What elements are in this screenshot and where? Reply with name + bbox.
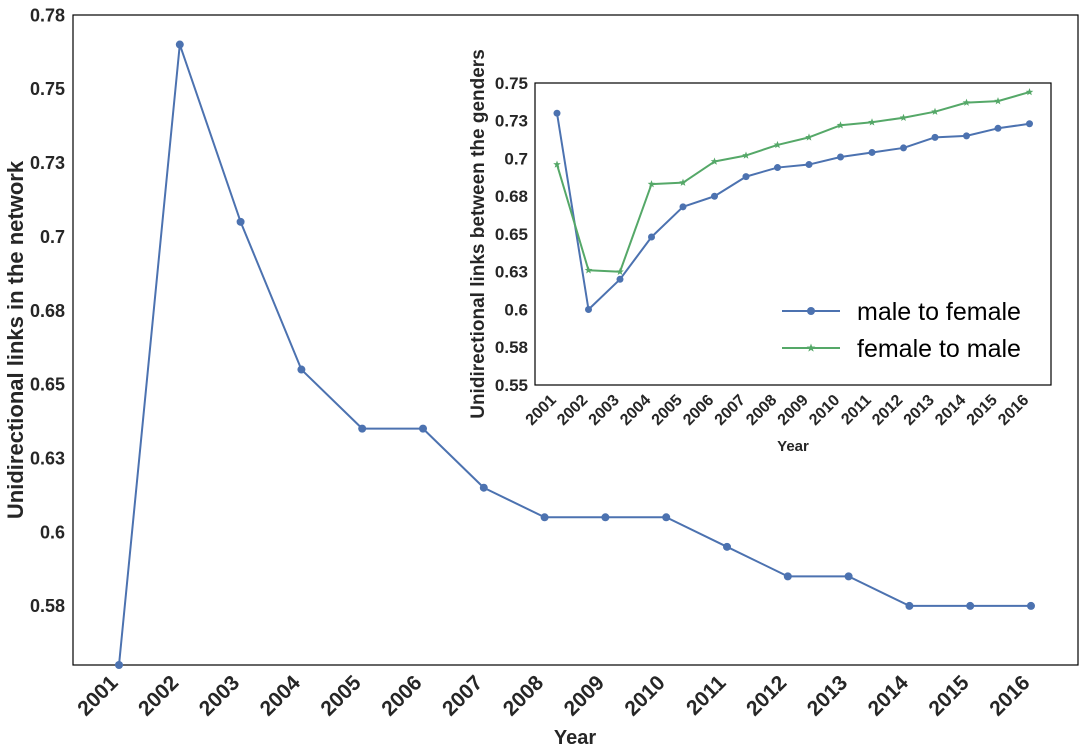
legend-marker-female-to-male xyxy=(806,343,816,352)
main-point-0 xyxy=(905,601,914,610)
inset-y-tick-label: 0.58 xyxy=(495,338,528,357)
inset-point-0 xyxy=(900,144,907,152)
inset-point-1 xyxy=(710,157,719,165)
main-series-line-0 xyxy=(118,43,1031,666)
inset-point-1 xyxy=(553,160,561,168)
inset-point-1 xyxy=(836,121,845,129)
main-point-0 xyxy=(966,601,975,610)
inset-x-axis-label: Year xyxy=(777,438,809,455)
main-plot-frame xyxy=(72,14,1079,666)
main-point-0 xyxy=(236,217,245,226)
main-point-0 xyxy=(783,572,792,581)
main-y-tick-label: 0.58 xyxy=(30,596,65,616)
main-point-0 xyxy=(358,424,367,433)
inset-point-1 xyxy=(1025,88,1034,96)
inset-point-1 xyxy=(868,118,876,126)
inset-point-0 xyxy=(774,164,781,172)
inset-point-1 xyxy=(931,107,939,115)
inset-y-tick-label: 0.55 xyxy=(495,376,528,395)
legend-marker-male-to-female xyxy=(807,307,815,315)
inset-legend: male to female female to male xyxy=(782,298,1021,363)
inset-series-markers xyxy=(553,88,1034,313)
inset-series-line-0 xyxy=(556,113,1030,311)
main-point-0 xyxy=(1027,601,1035,610)
inset-plot-frame xyxy=(534,82,1052,386)
inset-point-0 xyxy=(868,148,876,156)
main-point-0 xyxy=(662,513,671,522)
inset-y-tick-label: 0.75 xyxy=(495,74,528,93)
main-y-tick-label: 0.63 xyxy=(30,448,65,468)
inset-point-1 xyxy=(584,266,593,274)
main-point-0 xyxy=(540,513,549,522)
main-y-tick-label: 0.73 xyxy=(30,153,65,173)
inset-point-1 xyxy=(679,178,687,186)
main-y-tick-label: 0.78 xyxy=(30,5,65,25)
main-point-0 xyxy=(419,424,427,433)
main-y-tick-label: 0.6 xyxy=(40,522,65,542)
inset-point-0 xyxy=(1026,120,1033,128)
inset-point-1 xyxy=(962,98,971,106)
main-point-0 xyxy=(723,542,731,551)
inset-point-0 xyxy=(711,192,718,200)
main-y-tick-label: 0.7 xyxy=(40,227,65,247)
inset-point-1 xyxy=(773,140,782,149)
inset-point-1 xyxy=(805,133,813,141)
inset-y-tick-label: 0.6 xyxy=(504,300,528,319)
main-y-axis-label: Unidirectional links in the network xyxy=(3,160,28,519)
main-point-0 xyxy=(297,365,306,374)
main-y-tick-label: 0.65 xyxy=(30,375,65,395)
main-y-tick-label: 0.75 xyxy=(30,79,65,99)
inset-point-0 xyxy=(553,109,561,117)
main-point-0 xyxy=(601,513,610,522)
inset-point-0 xyxy=(837,153,844,161)
inset-y-axis-label: Unidirectional links between the genders xyxy=(468,49,489,419)
main-point-0 xyxy=(115,661,123,669)
inset-point-0 xyxy=(742,173,750,181)
inset-series-line-1 xyxy=(556,91,1030,273)
inset-y-tick-label: 0.63 xyxy=(495,263,528,282)
main-y-tick-labels: 0.78 0.75 0.73 0.7 0.68 0.65 0.63 0.6 0.58 xyxy=(30,5,65,616)
main-point-0 xyxy=(479,483,488,492)
main-series-markers xyxy=(115,40,1035,669)
inset-point-0 xyxy=(805,161,813,169)
inset-point-0 xyxy=(648,233,655,241)
main-y-tick-label: 0.68 xyxy=(30,301,65,321)
legend-label-female-to-male: female to male xyxy=(857,335,1021,363)
inset-point-0 xyxy=(963,132,970,140)
inset-series-lines xyxy=(556,91,1030,311)
inset-point-1 xyxy=(994,97,1002,105)
inset-point-0 xyxy=(679,203,687,211)
main-x-axis-label: Year xyxy=(554,727,596,749)
inset-y-tick-label: 0.65 xyxy=(495,225,528,244)
inset-point-1 xyxy=(616,267,624,275)
inset-point-0 xyxy=(585,306,592,313)
inset-point-1 xyxy=(647,180,656,188)
inset-point-1 xyxy=(742,151,750,159)
inset-y-tick-label: 0.68 xyxy=(495,187,528,206)
inset-y-tick-label: 0.7 xyxy=(504,149,528,168)
inset-y-tick-label: 0.73 xyxy=(495,112,528,131)
main-point-0 xyxy=(175,40,184,49)
main-series-lines xyxy=(118,43,1031,666)
inset-point-0 xyxy=(616,275,624,283)
inset-point-0 xyxy=(931,133,939,141)
legend-entry-female-to-male: female to male xyxy=(782,335,1021,363)
inset-point-1 xyxy=(899,113,908,121)
legend-label-male-to-female: male to female xyxy=(857,298,1021,326)
inset-y-tick-labels: 0.75 0.73 0.7 0.68 0.65 0.63 0.6 0.58 0.55 xyxy=(495,74,528,395)
legend-entry-male-to-female: male to female xyxy=(782,298,1021,326)
main-point-0 xyxy=(844,572,853,581)
inset-point-0 xyxy=(994,124,1002,132)
